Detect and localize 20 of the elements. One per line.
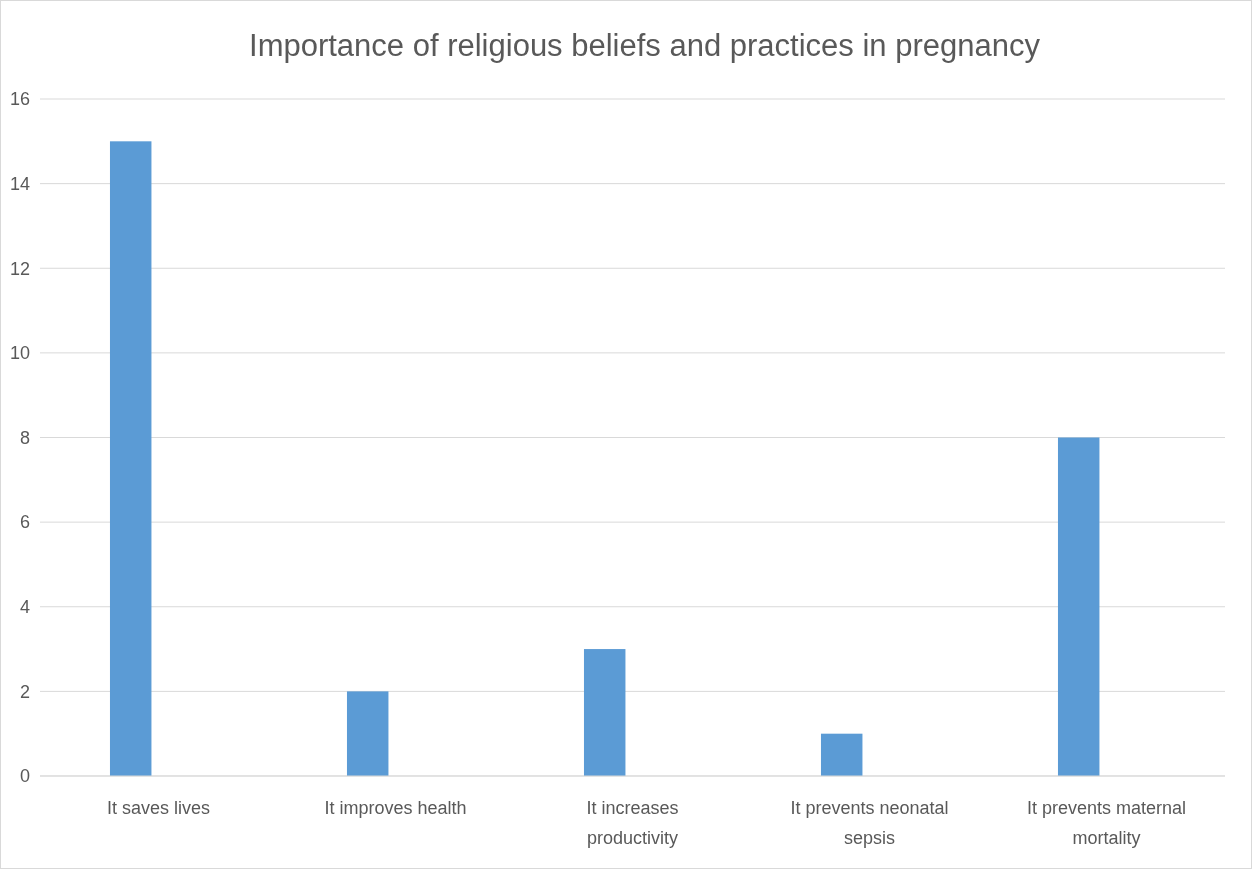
bar xyxy=(820,733,863,776)
bar xyxy=(346,691,389,776)
y-tick-label: 16 xyxy=(9,89,30,110)
y-tick-label: 0 xyxy=(19,766,30,787)
y-tick-label: 6 xyxy=(19,512,30,533)
chart-title: Importance of religious beliefs and practices in pregnancy xyxy=(249,28,1041,63)
y-tick-label: 4 xyxy=(19,597,30,618)
y-tick-label: 10 xyxy=(9,343,30,364)
x-tick-label: It prevents neonatal sepsis xyxy=(790,798,949,848)
x-tick-label: It saves lives xyxy=(106,798,211,818)
bar xyxy=(1057,437,1100,776)
x-tick-label: It prevents maternal mortality xyxy=(1026,798,1187,848)
bar xyxy=(583,649,626,776)
y-tick-label: 14 xyxy=(9,173,30,194)
y-tick-label: 2 xyxy=(19,681,30,702)
y-tick-label: 8 xyxy=(19,427,30,448)
bar xyxy=(109,141,152,776)
x-tick-label: It improves health xyxy=(324,798,467,818)
x-tick-label: It increases productivity xyxy=(586,798,679,848)
y-tick-label: 12 xyxy=(9,258,30,279)
